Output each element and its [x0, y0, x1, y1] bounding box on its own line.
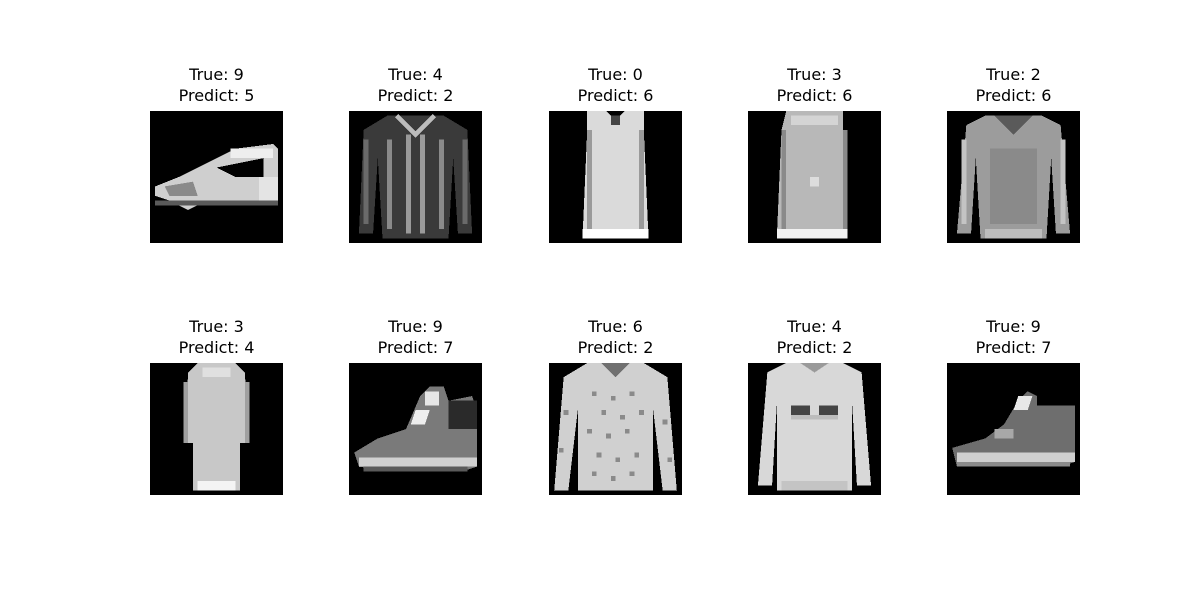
panel-title: True: 0 Predict: 6	[509, 64, 722, 106]
true-label: True: 4	[309, 64, 522, 85]
predict-label: Predict: 6	[907, 85, 1120, 106]
predict-label: Predict: 2	[509, 337, 722, 358]
dress-image	[748, 111, 881, 243]
panel-title: True: 2 Predict: 6	[907, 64, 1120, 106]
patterned-shirt-image	[549, 363, 682, 495]
sweatshirt-image	[748, 363, 881, 495]
predict-label: Predict: 6	[708, 85, 921, 106]
cardigan-image	[349, 111, 482, 243]
panel-title: True: 4 Predict: 2	[708, 316, 921, 358]
true-label: True: 0	[509, 64, 722, 85]
panel-title: True: 3 Predict: 4	[110, 316, 323, 358]
long-dress-image	[150, 363, 283, 495]
panel-title: True: 9 Predict: 7	[907, 316, 1120, 358]
true-label: True: 3	[708, 64, 921, 85]
panel-title: True: 9 Predict: 5	[110, 64, 323, 106]
predict-label: Predict: 4	[110, 337, 323, 358]
tank-top-image	[549, 111, 682, 243]
sandal-image	[150, 111, 283, 243]
true-label: True: 6	[509, 316, 722, 337]
panel-title: True: 3 Predict: 6	[708, 64, 921, 106]
true-label: True: 9	[110, 64, 323, 85]
true-label: True: 2	[907, 64, 1120, 85]
ankle-boot-image	[349, 363, 482, 495]
panel-title: True: 4 Predict: 2	[309, 64, 522, 106]
predict-label: Predict: 2	[708, 337, 921, 358]
predict-label: Predict: 6	[509, 85, 722, 106]
predict-label: Predict: 7	[309, 337, 522, 358]
true-label: True: 9	[907, 316, 1120, 337]
predict-label: Predict: 2	[309, 85, 522, 106]
panel-title: True: 9 Predict: 7	[309, 316, 522, 358]
predict-label: Predict: 7	[907, 337, 1120, 358]
true-label: True: 3	[110, 316, 323, 337]
predict-label: Predict: 5	[110, 85, 323, 106]
panel-title: True: 6 Predict: 2	[509, 316, 722, 358]
true-label: True: 4	[708, 316, 921, 337]
true-label: True: 9	[309, 316, 522, 337]
pullover-image	[947, 111, 1080, 243]
sneaker-image	[947, 363, 1080, 495]
